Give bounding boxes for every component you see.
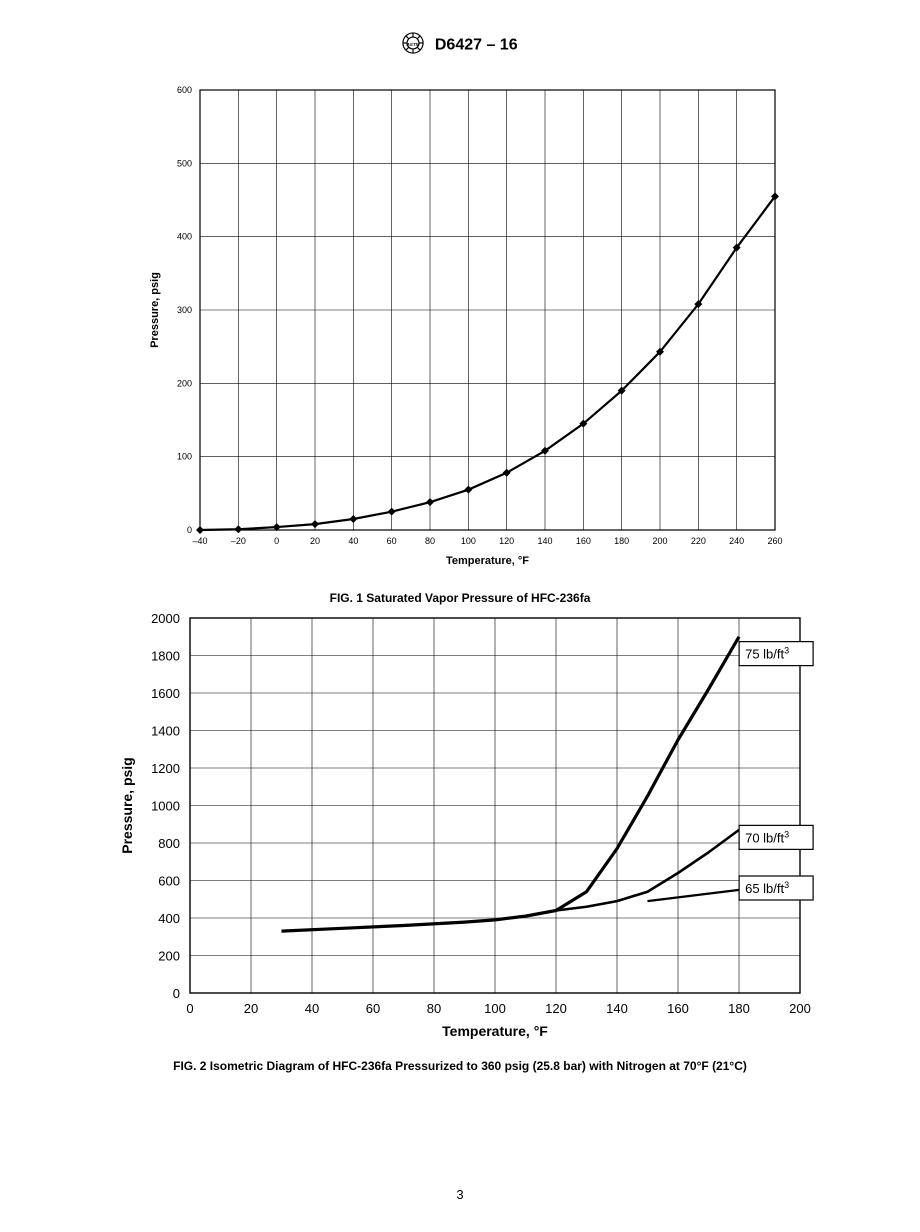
- svg-text:800: 800: [158, 836, 180, 851]
- astm-logo-icon: ASTM: [402, 32, 424, 59]
- svg-text:1600: 1600: [151, 686, 180, 701]
- svg-text:Temperature, °F: Temperature, °F: [446, 555, 529, 567]
- svg-text:80: 80: [427, 1001, 441, 1016]
- chart-1-svg: –40 –20 0 20 40 60 80 100 120 140 160 180 200 220 240 2…: [130, 80, 790, 580]
- svg-text:200: 200: [652, 536, 667, 546]
- svg-text:1200: 1200: [151, 761, 180, 776]
- svg-text:20: 20: [244, 1001, 258, 1016]
- svg-text:1000: 1000: [151, 799, 180, 814]
- svg-text:120: 120: [499, 536, 514, 546]
- svg-text:300: 300: [177, 305, 192, 315]
- standard-number: D6427 – 16: [435, 37, 518, 54]
- svg-text:200: 200: [158, 949, 180, 964]
- svg-text:1800: 1800: [151, 649, 180, 664]
- svg-text:160: 160: [576, 536, 591, 546]
- svg-text:70 lb/ft3: 70 lb/ft3: [745, 829, 789, 845]
- svg-text:0: 0: [186, 1001, 193, 1016]
- svg-text:400: 400: [177, 232, 192, 242]
- figure-2: 0204060801001201401601802000200400600800…: [100, 608, 820, 1073]
- svg-text:40: 40: [348, 536, 358, 546]
- svg-text:ASTM: ASTM: [406, 42, 420, 47]
- svg-text:240: 240: [729, 536, 744, 546]
- svg-text:0: 0: [173, 986, 180, 1001]
- svg-text:100: 100: [177, 452, 192, 462]
- figure-2-caption: FIG. 2 Isometric Diagram of HFC-236fa Pr…: [100, 1059, 820, 1073]
- svg-text:60: 60: [366, 1001, 380, 1016]
- svg-text:180: 180: [614, 536, 629, 546]
- svg-text:200: 200: [789, 1001, 811, 1016]
- svg-text:75 lb/ft3: 75 lb/ft3: [745, 646, 789, 662]
- svg-text:Temperature, °F: Temperature, °F: [442, 1023, 548, 1039]
- svg-text:120: 120: [545, 1001, 567, 1016]
- svg-text:100: 100: [461, 536, 476, 546]
- svg-text:2000: 2000: [151, 611, 180, 626]
- chart-2-svg: 0204060801001201401601802000200400600800…: [100, 608, 820, 1048]
- svg-text:–20: –20: [231, 536, 246, 546]
- page-header: ASTM D6427 – 16: [0, 32, 920, 59]
- svg-text:220: 220: [691, 536, 706, 546]
- svg-text:0: 0: [187, 525, 192, 535]
- svg-text:200: 200: [177, 378, 192, 388]
- svg-text:Pressure, psig: Pressure, psig: [149, 272, 161, 348]
- svg-text:500: 500: [177, 158, 192, 168]
- svg-text:80: 80: [425, 536, 435, 546]
- page-number: 3: [0, 1187, 920, 1202]
- svg-text:180: 180: [728, 1001, 750, 1016]
- svg-text:60: 60: [387, 536, 397, 546]
- svg-text:160: 160: [667, 1001, 689, 1016]
- svg-text:65 lb/ft3: 65 lb/ft3: [745, 880, 789, 896]
- svg-text:40: 40: [305, 1001, 319, 1016]
- svg-text:1400: 1400: [151, 724, 180, 739]
- svg-text:260: 260: [767, 536, 782, 546]
- svg-text:20: 20: [310, 536, 320, 546]
- svg-text:140: 140: [537, 536, 552, 546]
- svg-text:600: 600: [158, 874, 180, 889]
- svg-text:140: 140: [606, 1001, 628, 1016]
- svg-text:400: 400: [158, 911, 180, 926]
- figure-1-caption: FIG. 1 Saturated Vapor Pressure of HFC-2…: [130, 591, 790, 605]
- svg-text:Pressure, psig: Pressure, psig: [119, 757, 135, 854]
- svg-text:600: 600: [177, 85, 192, 95]
- svg-text:100: 100: [484, 1001, 506, 1016]
- figure-1: –40 –20 0 20 40 60 80 100 120 140 160 180 200 220 240 2…: [130, 80, 790, 605]
- svg-text:0: 0: [274, 536, 279, 546]
- svg-text:–40: –40: [192, 536, 207, 546]
